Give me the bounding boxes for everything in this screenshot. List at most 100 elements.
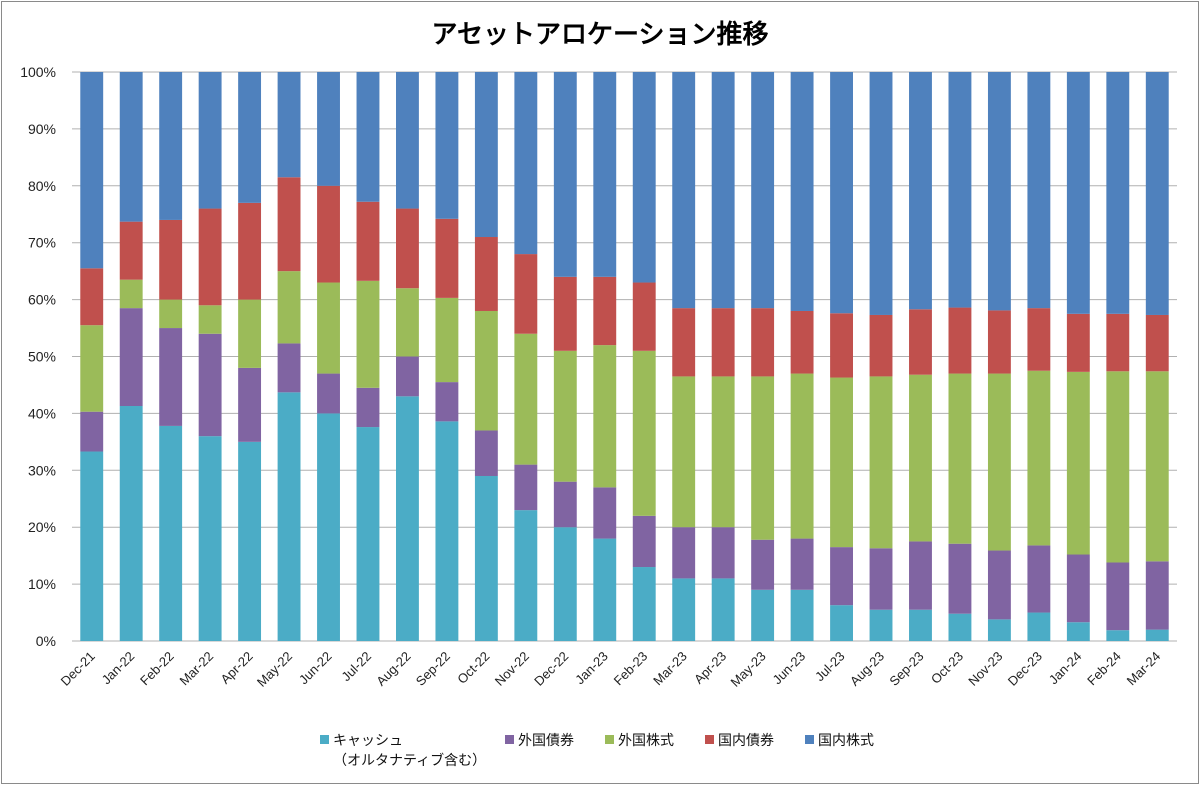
bar-segment xyxy=(751,589,775,641)
bar-segment xyxy=(869,72,893,315)
bar-segment xyxy=(1106,630,1130,641)
x-tick-label: Jun-22 xyxy=(296,649,335,688)
legend-item: 国内株式 xyxy=(805,731,874,751)
legend-item: キャッシュ （オルタナティブ含む） xyxy=(320,731,486,771)
bar-segment xyxy=(198,72,222,209)
bar-segment xyxy=(277,177,301,272)
y-tick-label: 70% xyxy=(28,235,56,251)
x-tick-label: Jul-22 xyxy=(338,649,374,685)
x-tick-label: Feb-24 xyxy=(1084,649,1124,689)
x-tick-label: Jan-22 xyxy=(99,649,138,688)
legend-label: 国内債券 xyxy=(718,733,774,749)
x-tick-label: Apr-22 xyxy=(218,649,256,687)
bar-segment xyxy=(1066,554,1090,623)
bar-segment xyxy=(1066,622,1090,641)
bar-segment xyxy=(553,72,577,277)
bar-segment xyxy=(790,373,814,539)
x-tick-label: Oct-23 xyxy=(928,649,966,687)
bar-segment xyxy=(909,309,932,375)
bar-segment xyxy=(553,350,577,482)
bar-segment xyxy=(711,527,735,579)
bar-segment xyxy=(553,527,577,641)
bar-segment xyxy=(830,313,853,378)
bar-segment xyxy=(277,392,301,641)
bar-segment xyxy=(1106,562,1130,631)
bar-segment xyxy=(751,72,775,309)
bar-segment xyxy=(159,425,183,641)
legend-swatch xyxy=(505,735,514,744)
bar-segment xyxy=(869,609,893,641)
bar-segment xyxy=(317,185,340,283)
x-tick-label: Aug-23 xyxy=(847,649,887,689)
bar-segment xyxy=(672,527,696,579)
y-tick-label: 60% xyxy=(28,292,56,308)
bar-segment xyxy=(632,282,656,351)
y-tick-label: 100% xyxy=(20,64,56,80)
bar-segment xyxy=(1066,313,1090,372)
bar-segment xyxy=(1027,308,1051,371)
legend-label: 国内株式 xyxy=(818,733,874,749)
bar-segment xyxy=(711,308,735,377)
x-tick-label: Feb-23 xyxy=(611,649,651,689)
y-tick-label: 20% xyxy=(28,519,56,535)
bar-segment xyxy=(514,333,538,465)
bar-segment xyxy=(790,72,814,311)
bar-segment xyxy=(830,605,853,641)
bar-segment xyxy=(474,430,498,476)
bar-segment xyxy=(1027,370,1051,546)
bar-segment xyxy=(1145,629,1169,641)
x-tick-label: Oct-22 xyxy=(454,649,492,687)
bar-segment xyxy=(948,543,972,614)
bar-segment xyxy=(987,619,1011,641)
x-tick-label: Nov-22 xyxy=(492,649,532,689)
bar-segment xyxy=(987,310,1011,374)
bar-segment xyxy=(159,328,183,426)
y-tick-label: 10% xyxy=(28,576,56,592)
bar-segment xyxy=(830,377,853,548)
bar-segment xyxy=(435,297,459,383)
bar-segment xyxy=(830,547,853,606)
bar-segment xyxy=(435,382,459,422)
x-tick-label: Nov-23 xyxy=(965,649,1005,689)
x-tick-label: Dec-22 xyxy=(531,649,571,689)
bar-segment xyxy=(317,72,340,186)
bar-segment xyxy=(514,510,538,641)
bar-segment xyxy=(198,333,222,437)
bar-segment xyxy=(1027,545,1051,613)
bar-segment xyxy=(474,72,498,238)
x-tick-label: Aug-22 xyxy=(373,649,413,689)
y-tick-label: 40% xyxy=(28,405,56,421)
bar-segment xyxy=(80,451,104,641)
bar-segment xyxy=(80,411,104,452)
bar-segment xyxy=(435,72,459,219)
bar-segment xyxy=(711,578,735,641)
bar-segment xyxy=(80,72,104,269)
bar-segment xyxy=(751,539,775,590)
legend-swatch xyxy=(805,735,814,744)
legend-item: 外国債券 xyxy=(505,731,574,751)
bar-segment xyxy=(317,413,340,641)
bar-segment xyxy=(80,268,104,326)
bar-segment xyxy=(356,387,380,428)
bar-segment xyxy=(593,345,617,488)
bar-segment xyxy=(593,538,617,641)
x-tick-label: May-22 xyxy=(254,649,295,690)
y-tick-label: 90% xyxy=(28,121,56,137)
bar-segment xyxy=(277,72,301,178)
bar-segment xyxy=(277,271,301,344)
bar-segment xyxy=(514,464,538,511)
bar-segment xyxy=(356,72,380,202)
bar-segment xyxy=(593,72,617,277)
bar-segment xyxy=(830,72,853,314)
bar-segment xyxy=(632,515,656,568)
x-tick-label: Feb-22 xyxy=(137,649,177,689)
bar-segment xyxy=(1145,371,1169,562)
legend-item: 外国株式 xyxy=(605,731,674,751)
bar-segment xyxy=(238,367,262,442)
bar-segment xyxy=(1066,371,1090,555)
x-tick-label: Jan-23 xyxy=(572,649,611,688)
legend-item: 国内債券 xyxy=(705,731,774,751)
bar-segment xyxy=(119,221,143,280)
bar-segment xyxy=(238,72,262,203)
